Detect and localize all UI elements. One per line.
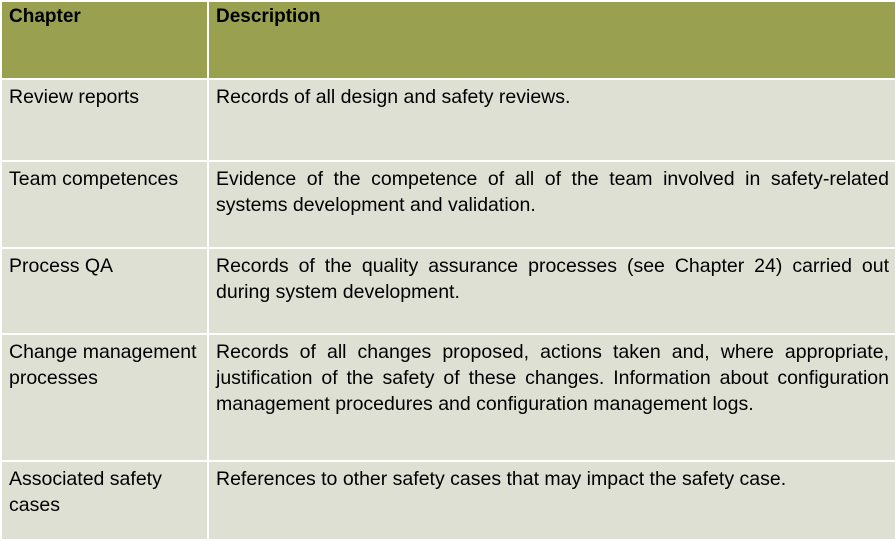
header-description: Description (207, 0, 895, 80)
table-row: Associated safety cases References to ot… (0, 460, 895, 541)
chapter-cell: Associated safety cases (0, 460, 209, 541)
description-cell: Evidence of the competence of all of the… (207, 160, 895, 249)
description-cell: Records of the quality assurance process… (207, 247, 895, 335)
description-cell: References to other safety cases that ma… (207, 460, 895, 541)
description-cell: Records of all design and safety reviews… (207, 78, 895, 162)
table-row: Review reports Records of all design and… (0, 78, 895, 162)
chapter-cell: Change management processes (0, 333, 209, 462)
table-row: Change management processes Records of a… (0, 333, 895, 462)
chapter-cell: Process QA (0, 247, 209, 335)
table-row: Team competences Evidence of the compete… (0, 160, 895, 249)
chapter-cell: Review reports (0, 78, 209, 162)
table-header-row: Chapter Description (0, 0, 895, 80)
header-chapter: Chapter (0, 0, 209, 80)
table-row: Process QA Records of the quality assura… (0, 247, 895, 335)
description-cell: Records of all changes proposed, actions… (207, 333, 895, 462)
chapter-cell: Team competences (0, 160, 209, 249)
